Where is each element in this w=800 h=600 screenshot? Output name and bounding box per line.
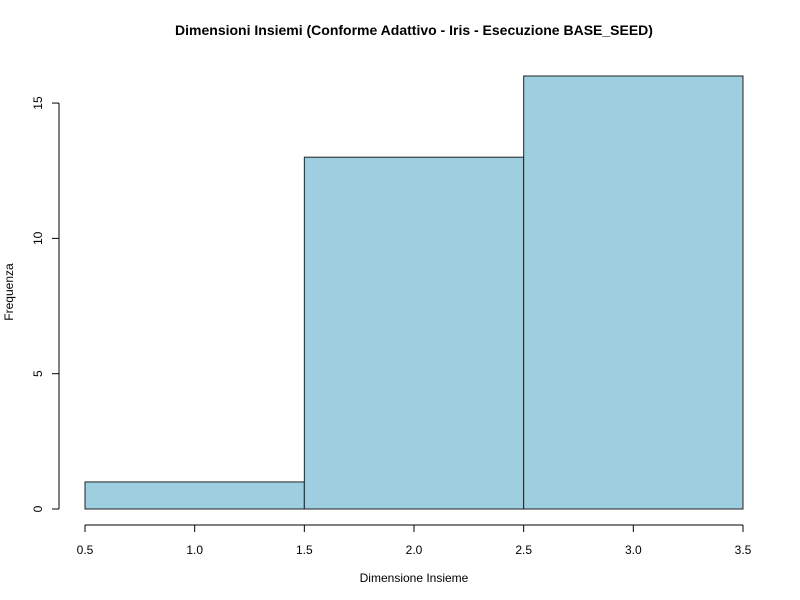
x-tick-label-5: 2.5 [515,543,532,557]
histogram-bar-1 [84,481,305,510]
chart-title: Dimensioni Insiemi (Conforme Adattivo - … [175,22,653,38]
y-tick-label-1: 0 [31,505,45,512]
x-tick-label-7: 3.5 [735,543,752,557]
x-tick-label-6: 3.0 [625,543,642,557]
y-tick-label-4: 15 [31,96,45,110]
x-tick-label-2: 1.0 [186,543,203,557]
histogram-bar-2 [303,156,525,510]
x-axis: 0.5 1.0 1.5 2.0 2.5 3.0 3.5 [77,524,752,557]
y-tick-label-3: 10 [31,231,45,245]
x-tick-label-1: 0.5 [77,543,94,557]
y-tick-label-2: 5 [31,370,45,377]
x-axis-label: Dimensione Insieme [360,571,469,585]
histogram-bar-3 [523,75,744,510]
x-tick-label-4: 2.0 [406,543,423,557]
y-axis: 0 5 10 15 [31,96,60,512]
y-axis-label: Frequenza [2,263,16,321]
bars-group [84,75,744,510]
x-tick-label-3: 1.5 [296,543,313,557]
